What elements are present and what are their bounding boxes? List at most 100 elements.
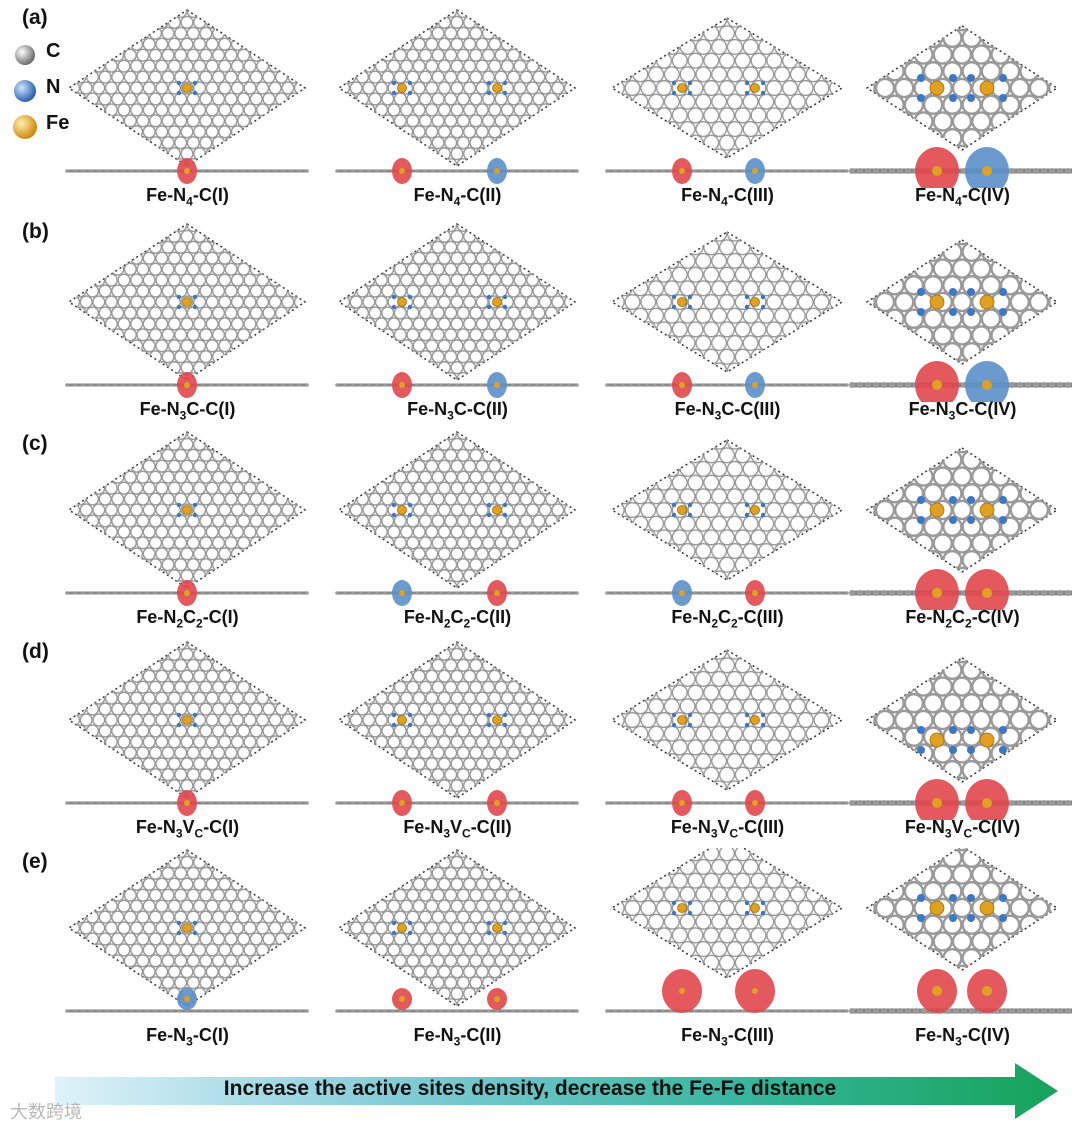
nitrogen-atom [486,930,492,936]
side-view-atom [897,590,903,596]
caption-text: C [450,607,464,627]
side-view-atom [653,1009,657,1013]
caption-text: -C(I) [192,185,229,205]
side-view-atom [375,801,379,805]
unit-cell-outline [865,657,1059,783]
nitrogen-atom [486,80,492,86]
nitrogen-atom [176,930,182,936]
side-view-atom [813,591,817,595]
row-label-c: (c) [22,432,48,455]
side-view-atom [725,1009,729,1013]
side-view-atom [637,383,641,387]
side-view-atom [463,591,467,595]
nitrogen-atom [407,304,413,310]
side-view-atom [209,1009,213,1013]
side-view-atom [845,1009,849,1013]
iron-atom [182,83,192,93]
nitrogen-atom [760,722,766,728]
side-view-atom [551,591,555,595]
side-view-atom [351,591,355,595]
structure-drawing [335,9,579,184]
structure-drawing [65,431,309,606]
side-view-atom [105,383,109,387]
panel-caption: Fe-N2C2-C(IV) [830,607,1080,631]
side-view-atom [765,169,769,173]
iron-atom [397,923,407,933]
caption-text: C-C(II) [453,399,508,419]
side-view-atom [129,169,133,173]
side-view-atom [233,383,237,387]
nitrogen-atom [744,80,750,86]
side-view-atom [519,801,523,805]
nitrogen-atom [917,914,925,922]
structure-drawing [849,657,1072,820]
side-view-atom [479,383,483,387]
trend-arrow [55,1063,1058,1119]
side-view-atom [351,169,355,173]
iron-atom-side [752,382,758,388]
nitrogen-atom [967,94,975,102]
side-view-atom [289,169,293,173]
side-view-atom [367,1009,371,1013]
caption-text: Fe-N [146,185,187,205]
nitrogen-atom [744,910,750,916]
nitrogen-atom [760,910,766,916]
side-view-atom [789,383,793,387]
side-view-atom [359,591,363,595]
nitrogen-atom [744,90,750,96]
side-view-atom [343,383,347,387]
panel-caption: Fe-N4-C(I) [55,185,320,209]
caption-text: Fe-N [908,399,949,419]
side-view-atom [889,800,895,806]
unit-cell-outline [610,17,844,159]
side-view-atom [1065,590,1071,596]
structure-panel-a-iv: Fe-N4-C(IV) [830,8,1080,213]
caption-text: Fe-N [403,607,444,627]
side-view-atom [837,801,841,805]
side-view-atom [773,1009,777,1013]
iron-atom-side [184,590,190,596]
side-view-atom [889,382,895,388]
side-view-atom [829,801,833,805]
side-view-atom [343,801,347,805]
nitrogen-atom [391,80,397,86]
side-view-atom [1009,590,1015,596]
side-view-atom [575,591,579,595]
unit-cell-outline [865,25,1059,151]
nitrogen-atom [407,920,413,926]
side-view-atom [121,591,125,595]
side-view-atom [335,1009,339,1013]
side-view-atom [621,801,625,805]
iron-atom-side [679,382,685,388]
side-view-atom [733,169,737,173]
structure-drawing [605,649,849,816]
side-view-atom [661,591,665,595]
side-view-atom [693,1009,697,1013]
nitrogen-atom [687,80,693,86]
caption-subscript: 2 [731,616,738,631]
caption-text: Fe-N [905,607,946,627]
structure-panel-d-ii: Fe-N3VC-C(II) [325,640,590,845]
side-view-atom [889,168,895,174]
nitrogen-atom [391,512,397,518]
side-view-atom [559,591,563,595]
side-view-atom [265,1009,269,1013]
side-view-atom [725,383,729,387]
side-view-atom [605,383,609,387]
side-view-atom [669,1009,673,1013]
iron-atom [182,297,192,307]
side-view-atom [65,1009,69,1013]
side-view-atom [121,801,125,805]
side-view-atom [383,1009,387,1013]
side-view-atom [383,169,387,173]
side-view-atom [661,801,665,805]
row-label-e: (e) [22,850,48,873]
nitrogen-atom [687,294,693,300]
side-view-atom [463,801,467,805]
panel-caption: Fe-N3C-C(II) [325,399,590,423]
side-view-atom [89,1009,93,1013]
iron-atom-side [184,382,190,388]
side-view-atom [621,169,625,173]
side-view-atom [519,591,523,595]
side-view-atom [881,168,887,174]
